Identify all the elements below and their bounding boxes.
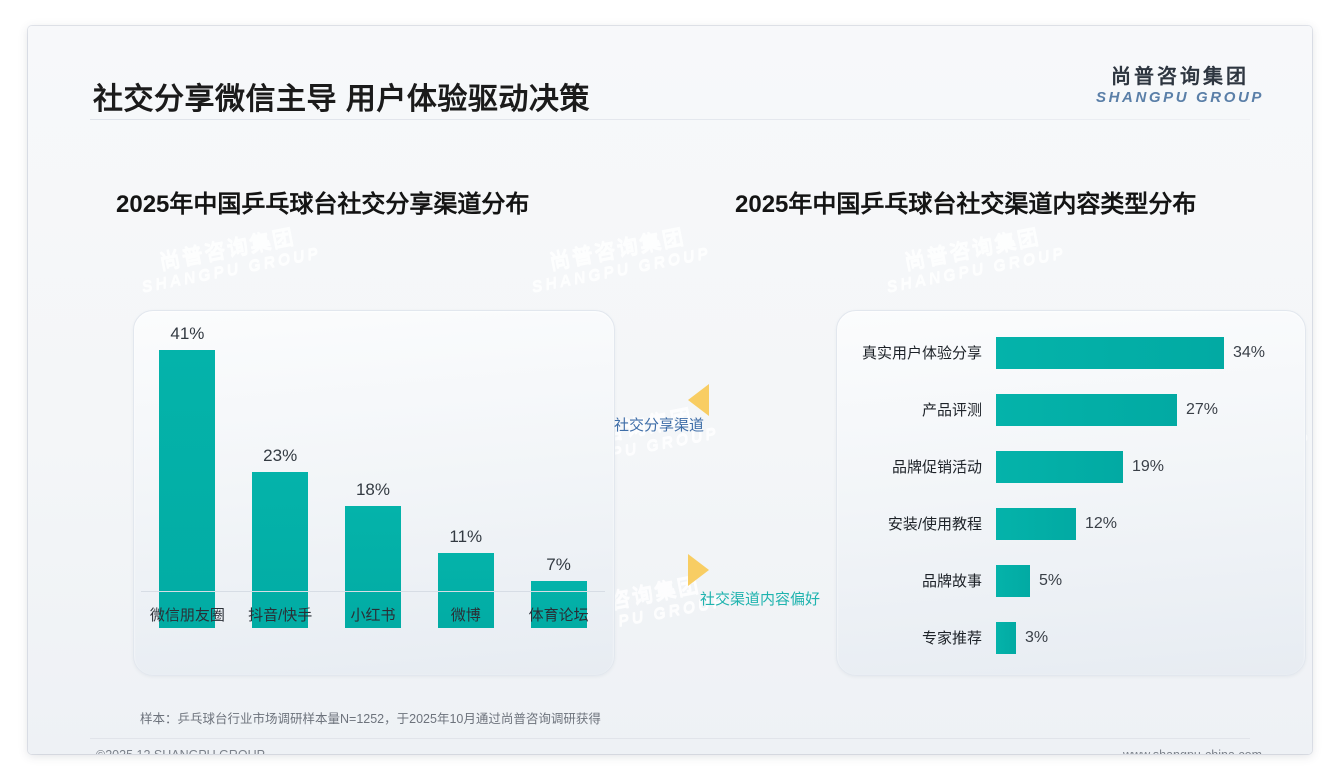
column-bar: [344, 506, 401, 628]
right-chart-title: 2025年中国乒乓球台社交渠道内容类型分布: [735, 191, 1197, 218]
column-bar-group: 18%: [344, 288, 401, 628]
watermark-en: SHANGPU GROUP: [885, 244, 1068, 296]
left-chart-title: 2025年中国乒乓球台社交分享渠道分布: [116, 191, 530, 218]
bar-value-label: 12%: [1085, 514, 1118, 532]
column-value-label: 18%: [355, 480, 390, 499]
channel-distribution-chart: 41% 23% 18% 11% 7%: [133, 288, 613, 628]
website-url: www.shangpu-china.com: [1123, 748, 1262, 754]
x-axis-line: [141, 591, 605, 592]
column-bar: [437, 553, 494, 628]
column-category-label: 体育论坛: [528, 607, 589, 624]
annotation-label: 社交渠道内容偏好: [700, 591, 821, 608]
annotation-label: 社交分享渠道: [614, 417, 705, 434]
bar-category-label: 品牌促销活动: [891, 459, 982, 476]
bar-category-label: 真实用户体验分享: [861, 345, 982, 362]
content-type-chart: 真实用户体验分享 34% 产品评测 27% 品牌促销活动 19% 安装/使用教程 12% 品牌故…: [836, 314, 1304, 666]
column-value-label: 41%: [170, 324, 205, 343]
right-chart-panel: [836, 310, 1306, 676]
bar-row: 真实用户体验分享 34%: [836, 324, 1304, 381]
bar-row: 安装/使用教程 12%: [836, 495, 1304, 552]
column-bar-group: 11%: [437, 288, 494, 628]
brand-logo-cn: 尚普咨询集团: [1111, 66, 1249, 88]
column-bar: [252, 472, 309, 628]
bar-category-label: 安装/使用教程: [887, 516, 982, 533]
watermark: 尚普咨询集团 SHANGPU GROUP: [526, 221, 713, 296]
bar-fill: [996, 564, 1030, 597]
column-value-label: 11%: [449, 527, 483, 546]
column-value-label: 7%: [546, 555, 571, 574]
column-bar-group: 41%: [159, 288, 216, 628]
watermark: 尚普咨询集团 SHANGPU GROUP: [881, 221, 1068, 296]
watermark-cn: 尚普咨询集团: [157, 225, 298, 275]
watermark-cn: 尚普咨询集团: [902, 225, 1043, 275]
header-divider: [90, 119, 1250, 120]
column-category-label: 抖音/快手: [248, 607, 313, 624]
column-category-label: 微信朋友圈: [149, 607, 225, 624]
bar-row: 品牌促销活动 19%: [836, 438, 1304, 495]
column-bar-group: 23%: [252, 288, 309, 628]
column-bar: [159, 350, 216, 628]
sample-footnote: 样本：乒乓球台行业市场调研样本量N=1252，于2025年10月通过尚普咨询调研…: [140, 712, 601, 726]
page-title: 社交分享微信主导 用户体验驱动决策: [93, 83, 590, 116]
channel-distribution-axis-labels: 微信朋友圈 抖音/快手 小红书 微博 体育论坛: [133, 604, 613, 625]
bar-row: 专家推荐 3%: [836, 609, 1304, 666]
copyright-text: ©2025.12 SHANGPU GROUP: [96, 748, 265, 754]
bar-value-label: 19%: [1132, 457, 1165, 475]
bar-row: 品牌故事 5%: [836, 552, 1304, 609]
column-bar-group: 7%: [530, 288, 587, 628]
triangle-left-icon: [688, 384, 709, 416]
footer-divider: [90, 738, 1250, 739]
brand-logo: 尚普咨询集团 SHANGPU GROUP: [1096, 66, 1264, 107]
bar-value-label: 34%: [1233, 343, 1266, 361]
watermark: 尚普咨询集团 SHANGPU GROUP: [136, 221, 323, 296]
bar-fill: [996, 393, 1177, 426]
bar-fill: [996, 336, 1224, 369]
bar-value-label: 27%: [1186, 400, 1219, 418]
bar-category-label: 品牌故事: [921, 573, 982, 590]
bar-fill: [996, 450, 1123, 483]
bar-value-label: 5%: [1039, 571, 1063, 589]
column-category-label: 小红书: [350, 607, 396, 624]
bar-category-label: 产品评测: [921, 402, 982, 419]
slide-header: 社交分享微信主导 用户体验驱动决策 尚普咨询集团 SHANGPU GROUP: [28, 26, 1312, 120]
bar-fill: [996, 621, 1016, 654]
bar-row: 产品评测 27%: [836, 381, 1304, 438]
bar-value-label: 3%: [1025, 628, 1049, 646]
column-value-label: 23%: [263, 446, 298, 465]
brand-logo-en: SHANGPU GROUP: [1096, 89, 1264, 106]
column-bar: [530, 581, 587, 628]
bar-fill: [996, 507, 1076, 540]
slide-canvas: 尚普咨询集团 SHANGPU GROUP 尚普咨询集团 SHANGPU GROU…: [28, 26, 1312, 754]
column-category-label: 微博: [450, 607, 481, 624]
watermark-cn: 尚普咨询集团: [547, 225, 688, 275]
bar-category-label: 专家推荐: [921, 630, 982, 647]
triangle-right-icon: [688, 554, 709, 586]
